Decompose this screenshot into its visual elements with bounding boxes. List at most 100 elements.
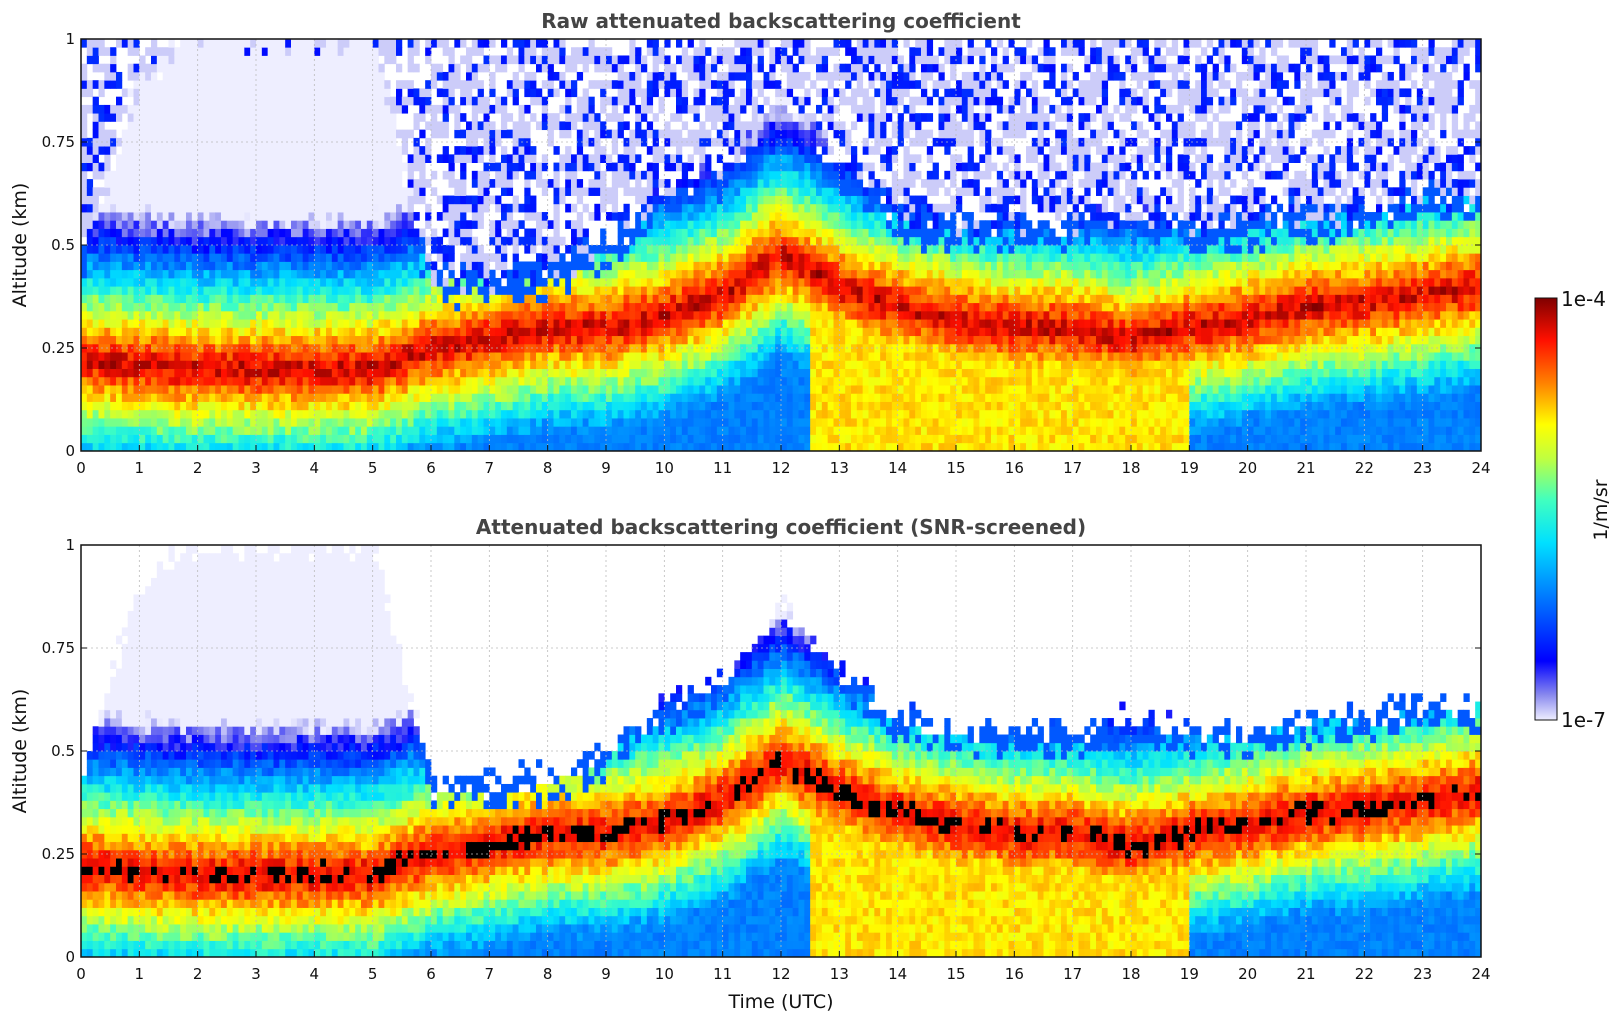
heatmap-cell [687,368,694,378]
heatmap-cell [466,409,473,419]
heatmap-cell [512,310,519,320]
heatmap-cell [617,96,624,106]
heatmap-cell [419,146,426,155]
heatmap-cell [506,212,514,221]
heatmap-cell [180,352,187,361]
heatmap-cell [197,385,204,394]
heatmap-cell [442,310,449,320]
heatmap-cell [244,368,251,378]
heatmap-cell [116,302,123,312]
heatmap-cell [180,55,187,65]
heatmap-cell [646,426,654,435]
heatmap-cell [197,71,204,81]
heatmap-cell [460,80,467,89]
heatmap-cell [641,236,648,246]
heatmap-cell [483,195,490,205]
heatmap-cell [681,212,689,221]
heatmap-cell [652,409,659,419]
heatmap-cell [110,195,117,205]
heatmap-cell [145,212,152,221]
heatmap-cell [378,302,385,312]
heatmap-cell [366,261,374,271]
heatmap-cell [197,376,204,386]
heatmap-cell [116,442,123,451]
heatmap-cell [191,409,199,419]
heatmap-cell [716,352,724,361]
heatmap-cell [722,401,729,411]
heatmap-cell [676,327,683,337]
heatmap-cell [687,162,694,172]
heatmap-cell [209,195,216,205]
heatmap-cell [256,319,263,328]
heatmap-cell [530,88,537,98]
heatmap-cell [186,113,193,122]
heatmap-cell [419,277,426,287]
heatmap-cell [331,154,339,163]
heatmap-cell [676,129,683,139]
heatmap-cell [436,335,444,345]
heatmap-cell [477,245,484,254]
heatmap-cell [565,393,572,402]
heatmap-cell [436,88,444,98]
heatmap-cell [331,302,339,312]
heatmap-cell [121,302,129,312]
heatmap-cell [139,113,146,122]
heatmap-cell [495,220,502,229]
heatmap-cell [191,335,199,345]
heatmap-cell [162,104,169,114]
heatmap-cell [151,55,158,65]
heatmap-cell [652,39,659,48]
heatmap-cell [156,418,164,427]
heatmap-cell [716,253,724,262]
heatmap-cell [617,212,624,221]
heatmap-cell [226,236,234,246]
heatmap-cell [506,203,514,213]
heatmap-cell [326,294,333,304]
heatmap-cell [489,88,496,98]
heatmap-cell [98,261,105,271]
heatmap-cell [279,195,286,205]
heatmap-cell [670,442,677,451]
heatmap-cell [658,154,665,163]
heatmap-cell [215,47,222,56]
heatmap-cell [705,187,712,196]
heatmap-cell [390,245,397,254]
heatmap-cell [139,393,146,402]
heatmap-cell [232,253,239,262]
heatmap-cell [127,179,134,188]
heatmap-cell [396,146,403,155]
heatmap-cell [372,80,379,89]
heatmap-cell [635,195,642,205]
heatmap-cell [238,228,245,238]
heatmap-cell [571,170,578,180]
heatmap-cell [180,368,187,378]
heatmap-cell [489,154,496,163]
heatmap-cell [314,71,321,81]
heatmap-cell [203,360,210,369]
heatmap-cell [361,393,368,402]
heatmap-cell [506,55,514,65]
heatmap-cell [256,302,263,312]
heatmap-cell [559,401,566,411]
heatmap-cell [151,203,158,213]
heatmap-cell [343,418,350,427]
heatmap-cell [547,245,554,254]
heatmap-cell [466,385,473,394]
heatmap-cell [635,393,642,402]
heatmap-cell [92,434,99,444]
heatmap-cell [641,245,648,254]
heatmap-cell [378,401,385,411]
heatmap-cell [600,236,607,246]
heatmap-cell [104,426,111,435]
heatmap-cell [466,393,473,402]
heatmap-cell [477,352,484,361]
heatmap-cell [133,96,140,106]
heatmap-cell [279,129,286,139]
heatmap-cell [343,170,350,180]
heatmap-cell [326,360,333,369]
heatmap-cell [716,368,724,378]
heatmap-cell [617,129,624,139]
heatmap-cell [127,63,134,73]
heatmap-cell [273,442,280,451]
heatmap-cell [571,88,578,98]
